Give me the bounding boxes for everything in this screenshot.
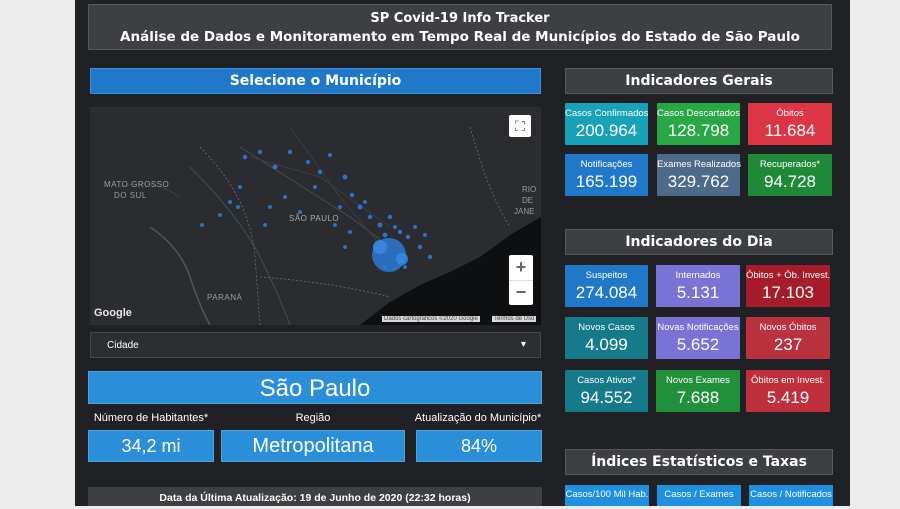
city-dropdown-placeholder: Cidade (107, 340, 139, 351)
map-label-pr: PARANÁ (207, 293, 243, 302)
map-canvas[interactable] (90, 107, 541, 325)
map-label-ms-2: DO SUL (114, 191, 147, 200)
page-title: SP Covid-19 Info Tracker (370, 11, 550, 26)
stat-suspeitos: Suspeitos 274.084 (565, 265, 648, 307)
chevron-down-icon: ▾ (520, 339, 526, 350)
map-label-sp: SÃO PAULO (289, 214, 340, 223)
stat-casos-confirmados: Casos Confirmados 200.964 (565, 103, 648, 145)
indicadores-gerais-title: Indicadores Gerais (565, 68, 833, 94)
stat-novos-exames: Novos Exames 7.688 (656, 370, 740, 412)
zoom-control: + − (509, 255, 533, 305)
stat-exames-realizados: Exames Realizados 329.762 (657, 154, 741, 196)
indicadores-dia-title: Indicadores do Dia (565, 229, 833, 255)
map-label-rj-3: JANE (514, 207, 535, 216)
stat-casos-exames: Casos / Exames (657, 485, 741, 506)
page-subtitle: Análise de Dados e Monitoramento em Temp… (120, 29, 800, 45)
stat-novas-notificacoes: Novas Notificações 5.652 (656, 317, 740, 359)
select-municipio-title: Selecione o Município (90, 68, 541, 94)
selected-municipio: São Paulo (88, 371, 542, 404)
zoom-in-button[interactable]: + (515, 257, 527, 277)
atualizacao-label: Atualização do Município* (414, 412, 542, 424)
indices-title: Índices Estatísticos e Taxas (565, 449, 833, 475)
city-dropdown[interactable]: Cidade ▾ (90, 332, 541, 358)
last-update-footer: Data da Última Atualização: 19 de Junho … (88, 487, 542, 506)
stat-casos-notificados: Casos / Notificados (749, 485, 833, 506)
zoom-out-button[interactable]: − (509, 280, 533, 306)
map-label-rj-2: DE (522, 196, 534, 205)
regiao-value: Metropolitana (221, 430, 405, 462)
atualizacao-value: 84% (416, 430, 542, 462)
map-terms-link[interactable]: Termos de Uso (492, 316, 537, 322)
map-label-ms-1: MATO GROSSO (104, 180, 170, 189)
habitantes-value: 34,2 mi (88, 430, 214, 462)
stat-obitos: Óbitos 11.684 (748, 103, 832, 145)
stat-novos-obitos: Novos Óbitos 237 (746, 317, 830, 359)
google-logo: Google (94, 307, 132, 319)
stat-notificacoes: Notificações 165.199 (565, 154, 648, 196)
fullscreen-button[interactable]: ⛶ (509, 115, 531, 137)
habitantes-label: Número de Habitantes* (93, 412, 209, 424)
stat-obitos-em-invest: Óbitos em Invest. 5.419 (746, 370, 830, 412)
stat-casos-descartados: Casos Descartados 128.798 (657, 103, 740, 145)
stat-casos-100mil: Casos/100 Mil Hab. (565, 485, 649, 506)
stat-internados: Internados 5.131 (656, 265, 740, 307)
map-view[interactable]: MATO GROSSO DO SUL SÃO PAULO PARANÁ RIO … (90, 107, 541, 325)
regiao-label: Região (295, 412, 331, 424)
stat-recuperados: Recuperados* 94.728 (748, 154, 832, 196)
map-attribution: Dados cartográficos ©2020 Google (382, 316, 480, 322)
stat-novos-casos: Novos Casos 4.099 (565, 317, 648, 359)
map-label-rj-1: RIO (522, 185, 537, 194)
stat-obitos-invest: Óbitos + Ób. Invest. 17.103 (746, 265, 830, 307)
page-header: SP Covid-19 Info Tracker Análise de Dado… (88, 4, 832, 50)
stat-casos-ativos: Casos Ativos* 94.552 (565, 370, 648, 412)
